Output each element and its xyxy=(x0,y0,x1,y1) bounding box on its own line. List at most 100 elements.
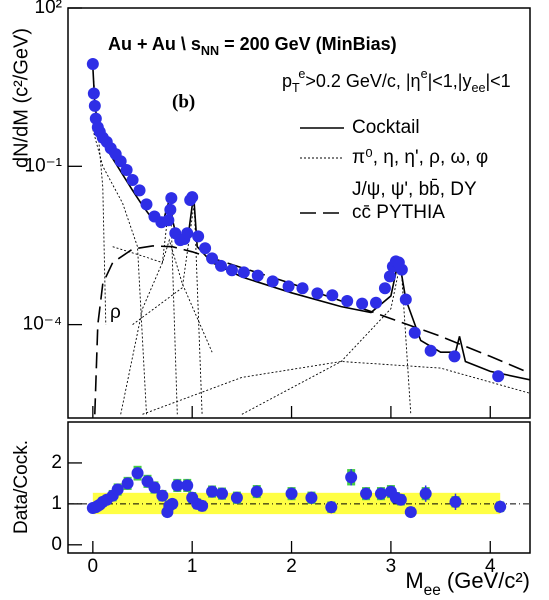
data-point xyxy=(326,289,339,302)
text-part: ee xyxy=(471,81,485,95)
data-point xyxy=(140,198,153,211)
y-tick-label: 10⁻¹ xyxy=(25,155,63,176)
data-point xyxy=(131,467,144,480)
data-point xyxy=(181,227,194,240)
component-curve xyxy=(241,261,412,415)
x-tick-label: 2 xyxy=(286,556,297,577)
data-point xyxy=(186,191,199,204)
top-plot-area xyxy=(86,57,530,415)
data-point xyxy=(230,491,243,504)
rho-label: ρ xyxy=(110,302,121,323)
x-tick-label: 1 xyxy=(187,556,198,577)
text-part: = 200 GeV (MinBias) xyxy=(219,34,397,54)
legend-label: π⁰, η, η', ρ, ω, φ xyxy=(352,147,488,168)
data-point xyxy=(196,499,209,512)
text-part: T xyxy=(292,81,300,95)
data-point xyxy=(424,344,437,357)
ratio-y-axis-label: Data/Cock. xyxy=(11,440,32,534)
y-axis-label: dN/dM (c²/GeV) xyxy=(10,28,32,168)
data-point xyxy=(86,57,99,70)
data-point xyxy=(171,479,184,492)
y-tick-label: 2 xyxy=(51,452,62,473)
data-point xyxy=(296,282,309,295)
text-part: NN xyxy=(201,44,219,58)
data-point xyxy=(88,99,101,112)
data-point xyxy=(494,500,507,513)
data-point xyxy=(356,297,369,310)
data-point xyxy=(448,350,461,363)
y-tick-label: 10² xyxy=(35,0,62,18)
data-point xyxy=(156,489,169,502)
data-point xyxy=(341,295,354,308)
data-point xyxy=(325,501,338,514)
data-point xyxy=(114,155,127,168)
text-part: |<1 xyxy=(485,71,510,91)
y-tick-label: 1 xyxy=(51,493,62,514)
component-curve xyxy=(112,193,178,415)
data-point xyxy=(237,266,250,279)
data-point xyxy=(360,487,373,500)
text-part: >0.2 GeV/c, |η xyxy=(305,71,420,91)
y-tick-label: 0 xyxy=(51,534,62,555)
ratio-plot-area xyxy=(68,465,530,519)
data-point xyxy=(199,242,212,255)
data-point xyxy=(111,483,124,496)
data-point xyxy=(166,497,179,510)
data-point xyxy=(251,269,264,282)
data-point xyxy=(378,282,391,295)
data-point xyxy=(165,192,178,205)
data-point xyxy=(311,287,324,300)
data-point xyxy=(419,487,432,500)
data-point xyxy=(374,487,387,500)
component-curve xyxy=(120,238,213,415)
data-point xyxy=(383,270,396,283)
data-point xyxy=(192,230,205,243)
data-point xyxy=(404,506,417,519)
x-tick-label: 4 xyxy=(485,556,496,577)
data-point xyxy=(216,487,228,500)
ratio-frame xyxy=(67,421,531,554)
component-curve xyxy=(132,203,203,415)
text-part: M xyxy=(405,568,423,593)
model-curve xyxy=(94,245,530,415)
top-frame xyxy=(67,7,531,419)
data-point xyxy=(266,275,279,288)
data-point xyxy=(87,87,100,100)
text-part: (GeV/c²) xyxy=(441,568,530,593)
data-point xyxy=(164,203,177,216)
data-point xyxy=(399,293,412,306)
data-point xyxy=(305,491,318,504)
text-part: Au + Au \ s xyxy=(108,34,201,54)
text-part: e xyxy=(421,67,428,81)
component-curve xyxy=(142,361,530,415)
data-point xyxy=(126,174,139,187)
data-point xyxy=(449,495,462,508)
data-point xyxy=(395,263,408,276)
data-point xyxy=(215,259,228,272)
text-part: p xyxy=(282,71,292,91)
chart-title: Au + Au \ sNN = 200 GeV (MinBias) xyxy=(108,34,397,59)
data-point xyxy=(206,485,219,498)
legend: Cocktail π⁰, η, η', ρ, ω, φ J/ψ, ψ', bb̄, … xyxy=(300,117,488,223)
legend-label: J/ψ, ψ', bb̄, DY xyxy=(352,179,477,200)
panel-label: (b) xyxy=(172,91,195,112)
data-point xyxy=(394,493,407,506)
data-point xyxy=(345,471,358,484)
data-point xyxy=(133,184,146,197)
data-point xyxy=(120,164,133,177)
text-part: e xyxy=(298,67,305,81)
data-point xyxy=(162,214,175,227)
text-part: |<1,|y xyxy=(428,71,472,91)
x-tick-label: 0 xyxy=(88,556,99,577)
x-tick-label: 3 xyxy=(386,556,397,577)
text-part: ee xyxy=(424,582,441,599)
x-axis-label: Mee (GeV/c²) xyxy=(405,568,530,599)
data-point xyxy=(225,264,238,277)
data-point xyxy=(282,280,295,293)
data-point xyxy=(148,481,161,494)
data-point xyxy=(181,479,194,492)
chart-subtitle: pTe>0.2 GeV/c, |ηe|<1,|yee|<1 xyxy=(282,67,511,95)
y-tick-label: 10⁻⁴ xyxy=(23,314,62,335)
